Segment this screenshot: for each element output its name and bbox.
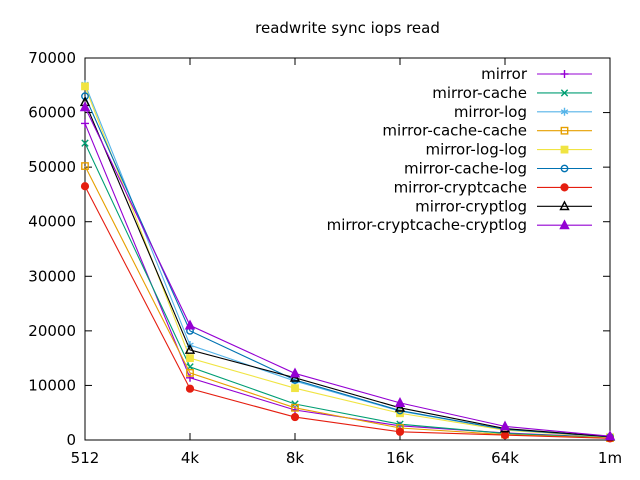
legend-item-mirror-cache-log: mirror-cache-log bbox=[404, 160, 592, 178]
circle-open-marker-icon bbox=[81, 92, 89, 101]
y-tick-label: 70000 bbox=[28, 49, 76, 67]
x-tick-label: 512 bbox=[71, 449, 100, 467]
x-tick-label: 4k bbox=[181, 449, 200, 467]
legend-label: mirror-log bbox=[454, 103, 527, 121]
legend-label: mirror-cache bbox=[432, 84, 527, 102]
series-mirror-log-log bbox=[81, 82, 614, 442]
legend-label: mirror-cryptcache-cryptlog bbox=[327, 216, 527, 234]
series-line bbox=[84, 101, 611, 438]
square-filled-marker-icon bbox=[560, 145, 569, 154]
x-tick-label: 1m bbox=[598, 449, 622, 467]
legend-label: mirror bbox=[481, 65, 528, 83]
series-line bbox=[84, 106, 611, 437]
plus-marker-icon bbox=[560, 70, 569, 78]
triangle-filled-marker-icon bbox=[289, 367, 301, 378]
legend-label: mirror-log-log bbox=[426, 141, 527, 159]
y-tick-label: 0 bbox=[66, 431, 76, 449]
y-tick-label: 50000 bbox=[28, 158, 76, 176]
series-mirror-log bbox=[81, 80, 614, 441]
legend-item-mirror-log: mirror-log bbox=[454, 103, 592, 121]
cross-marker-icon bbox=[81, 139, 89, 147]
plus-marker-icon bbox=[186, 373, 194, 382]
triangle-filled-marker-icon bbox=[499, 420, 511, 431]
asterisk-marker-icon bbox=[560, 107, 569, 116]
triangle-open-marker-icon bbox=[394, 401, 406, 412]
triangle-filled-marker-icon bbox=[604, 430, 616, 441]
legend-label: mirror-cache-log bbox=[404, 160, 527, 178]
square-filled-marker-icon bbox=[291, 384, 299, 393]
triangle-filled-marker-icon bbox=[184, 319, 196, 330]
square-open-marker-icon bbox=[186, 368, 194, 377]
square-filled-marker-icon bbox=[186, 354, 194, 363]
x-tick-label: 64k bbox=[491, 449, 519, 467]
series-line bbox=[84, 95, 611, 438]
triangle-open-marker-icon bbox=[559, 200, 570, 211]
legend-label: mirror-cryptlog bbox=[415, 197, 527, 215]
circle-open-marker-icon bbox=[560, 164, 569, 173]
plus-marker-icon bbox=[81, 119, 89, 128]
legend-item-mirror-cryptcache: mirror-cryptcache bbox=[394, 178, 592, 196]
circle-filled-marker-icon bbox=[560, 183, 569, 192]
series-line bbox=[84, 83, 611, 438]
legend-item-mirror-cryptcache-cryptlog: mirror-cryptcache-cryptlog bbox=[327, 216, 592, 234]
series-line bbox=[84, 86, 611, 438]
legend-label: mirror-cache-cache bbox=[382, 122, 527, 140]
circle-filled-marker-icon bbox=[80, 182, 90, 191]
chart-title: readwrite sync iops read bbox=[255, 19, 440, 37]
square-open-marker-icon bbox=[81, 162, 89, 170]
y-tick-label: 40000 bbox=[28, 213, 76, 231]
series-mirror-cache-cache bbox=[81, 162, 614, 442]
square-filled-marker-icon bbox=[81, 82, 89, 91]
legend-item-mirror: mirror bbox=[481, 65, 592, 83]
x-tick-label: 8k bbox=[286, 449, 305, 467]
triangle-filled-marker-icon bbox=[559, 219, 570, 230]
square-open-marker-icon bbox=[291, 403, 299, 412]
legend-item-mirror-log-log: mirror-log-log bbox=[426, 141, 592, 159]
circle-filled-marker-icon bbox=[500, 430, 510, 440]
y-tick-label: 30000 bbox=[28, 267, 76, 285]
plot-border bbox=[84, 57, 611, 441]
legend-item-mirror-cache: mirror-cache bbox=[432, 84, 592, 102]
y-tick-label: 60000 bbox=[28, 104, 76, 122]
triangle-open-marker-icon bbox=[184, 344, 196, 354]
y-tick-label: 10000 bbox=[28, 376, 76, 394]
circle-filled-marker-icon bbox=[395, 427, 405, 436]
x-tick-label: 16k bbox=[386, 449, 414, 467]
cross-marker-icon bbox=[560, 89, 569, 97]
series-mirror-cryptcache-cryptlog bbox=[79, 101, 616, 441]
triangle-filled-marker-icon bbox=[394, 397, 406, 407]
y-tick-label: 20000 bbox=[28, 322, 76, 340]
legend-item-mirror-cryptlog: mirror-cryptlog bbox=[415, 197, 592, 215]
series-line bbox=[84, 142, 611, 439]
circle-filled-marker-icon bbox=[290, 412, 300, 422]
circle-filled-marker-icon bbox=[185, 384, 195, 393]
series-line bbox=[84, 185, 611, 439]
series-line bbox=[84, 165, 611, 439]
legend-item-mirror-cache-cache: mirror-cache-cache bbox=[382, 122, 592, 140]
square-open-marker-icon bbox=[560, 126, 569, 135]
triangle-filled-marker-icon bbox=[79, 101, 91, 112]
legend-label: mirror-cryptcache bbox=[394, 178, 527, 196]
